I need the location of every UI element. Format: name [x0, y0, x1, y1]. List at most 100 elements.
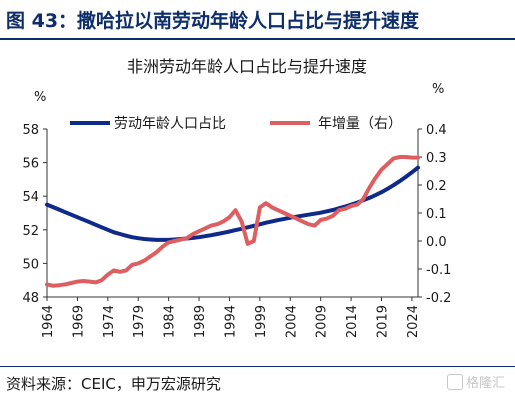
- data-point-increment: [45, 283, 48, 286]
- data-point-share: [380, 191, 383, 194]
- data-point-increment: [264, 202, 267, 205]
- right-tick-label: 0.2: [426, 179, 447, 194]
- data-point-share: [416, 166, 419, 169]
- data-point-increment: [313, 224, 316, 227]
- legend: 劳动年龄人口占比 年增量（右）: [70, 116, 402, 132]
- data-point-share: [137, 237, 140, 240]
- data-point-increment: [277, 209, 280, 212]
- data-point-increment: [246, 242, 249, 245]
- source-rule: [0, 366, 515, 367]
- data-point-share: [106, 228, 109, 231]
- data-point-increment: [337, 209, 340, 212]
- series-layer: [45, 155, 420, 288]
- data-point-share: [283, 217, 286, 220]
- data-point-increment: [343, 207, 346, 210]
- data-point-share: [277, 219, 280, 222]
- data-point-increment: [94, 281, 97, 284]
- data-point-share: [88, 221, 91, 224]
- right-tick-label: 0.0: [426, 235, 447, 250]
- chart: 非洲劳动年龄人口占比与提升速度 % % 劳动年龄人口占比 年增量（右） 48 50…: [22, 57, 451, 338]
- data-point-increment: [131, 263, 134, 266]
- data-point-share: [155, 238, 158, 241]
- data-point-increment: [185, 237, 188, 240]
- data-point-increment: [149, 255, 152, 258]
- data-point-share: [325, 210, 328, 213]
- data-point-increment: [283, 211, 286, 214]
- data-point-share: [307, 213, 310, 216]
- header-rule: [0, 38, 515, 40]
- figure-header: 图 43：撒哈拉以南劳动年龄人口占比与提升速度: [0, 0, 515, 42]
- data-point-increment: [368, 186, 371, 189]
- data-point-increment: [210, 224, 213, 227]
- data-point-share: [82, 218, 85, 221]
- source-note: 资料来源：CEIC，申万宏源研究: [6, 375, 221, 393]
- data-point-share: [410, 171, 413, 174]
- data-point-increment: [52, 284, 55, 287]
- data-point-share: [143, 237, 146, 240]
- data-point-increment: [106, 273, 109, 276]
- data-point-share: [234, 229, 237, 232]
- data-point-share: [112, 231, 115, 234]
- watermark-logo-icon: [446, 374, 463, 390]
- x-tick-label: 2004: [284, 305, 299, 338]
- data-point-increment: [295, 217, 298, 220]
- data-point-increment: [307, 223, 310, 226]
- data-point-increment: [392, 157, 395, 160]
- data-point-share: [398, 180, 401, 183]
- data-point-increment: [325, 217, 328, 220]
- right-tick-label: -0.1: [426, 263, 451, 278]
- left-tick-label: 52: [22, 224, 39, 239]
- data-point-increment: [374, 176, 377, 179]
- data-point-increment: [216, 223, 219, 226]
- data-point-increment: [64, 283, 67, 286]
- data-point-increment: [270, 206, 273, 209]
- x-tick-label: 1984: [163, 305, 178, 338]
- chart-title: 非洲劳动年龄人口占比与提升速度: [127, 57, 367, 76]
- data-point-increment: [118, 270, 121, 273]
- data-point-share: [404, 175, 407, 178]
- data-point-increment: [179, 238, 182, 241]
- data-point-share: [100, 226, 103, 229]
- data-point-share: [374, 194, 377, 197]
- data-point-share: [301, 214, 304, 217]
- data-point-increment: [100, 279, 103, 282]
- data-point-increment: [410, 156, 413, 159]
- x-tick-label: 2024: [406, 305, 421, 338]
- data-point-increment: [289, 214, 292, 217]
- figure-title: 图 43：撒哈拉以南劳动年龄人口占比与提升速度: [6, 10, 420, 32]
- data-point-share: [64, 211, 67, 214]
- data-point-increment: [76, 280, 79, 283]
- data-point-share: [319, 211, 322, 214]
- data-point-increment: [167, 241, 170, 244]
- x-tick-label: 1979: [132, 305, 147, 338]
- data-point-increment: [137, 262, 140, 265]
- data-point-increment: [125, 269, 128, 272]
- data-point-increment: [258, 206, 261, 209]
- data-point-share: [118, 232, 121, 235]
- series-line-share: [45, 165, 420, 242]
- data-point-share: [52, 206, 55, 209]
- data-point-share: [228, 230, 231, 233]
- watermark: 格隆汇: [446, 372, 505, 391]
- data-point-increment: [398, 155, 401, 158]
- data-point-increment: [240, 220, 243, 223]
- x-tick-label: 2009: [315, 305, 330, 338]
- data-point-share: [392, 184, 395, 187]
- data-point-share: [45, 203, 48, 206]
- data-point-share: [76, 216, 79, 219]
- data-point-increment: [197, 230, 200, 233]
- data-point-share: [264, 221, 267, 224]
- data-point-increment: [143, 259, 146, 262]
- data-point-share: [246, 226, 249, 229]
- data-point-increment: [173, 239, 176, 242]
- data-point-increment: [161, 245, 164, 248]
- data-point-increment: [356, 203, 359, 206]
- left-tick-label: 50: [22, 257, 39, 272]
- left-tick-label: 48: [22, 291, 39, 306]
- data-point-increment: [58, 284, 61, 287]
- data-point-increment: [155, 251, 158, 254]
- data-point-increment: [404, 155, 407, 158]
- x-tick-label: 2019: [376, 305, 391, 338]
- data-point-increment: [301, 220, 304, 223]
- data-point-share: [125, 234, 128, 237]
